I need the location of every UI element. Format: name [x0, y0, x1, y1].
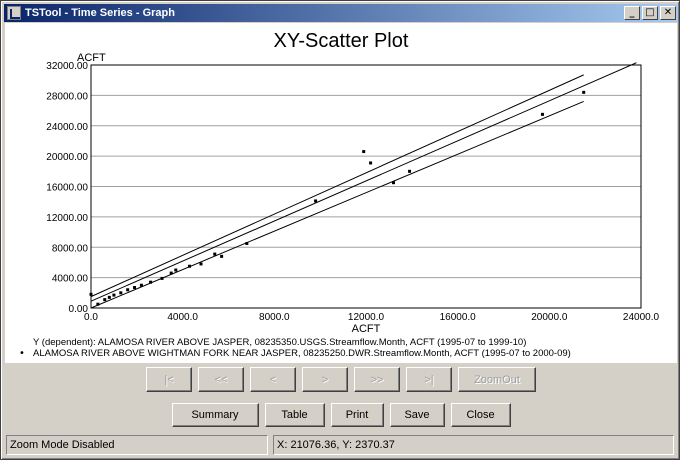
- print-button[interactable]: Print: [330, 403, 384, 427]
- close-button[interactable]: Close: [450, 403, 511, 427]
- status-coordinates: X: 21076.36, Y: 2370.37: [273, 435, 674, 455]
- x-tick-label: 16000.0: [440, 312, 477, 323]
- data-point: [112, 293, 116, 297]
- minimize-button[interactable]: _: [624, 6, 640, 20]
- data-point: [199, 262, 203, 266]
- status-mode: Zoom Mode Disabled: [6, 435, 268, 455]
- data-point: [245, 241, 249, 245]
- zoom-out-button[interactable]: ZoomOut: [458, 367, 536, 392]
- legend-marker: •: [19, 348, 25, 359]
- summary-button[interactable]: Summary: [171, 403, 259, 427]
- regression-lines: [90, 62, 637, 309]
- data-point: [89, 292, 93, 296]
- plot-area[interactable]: XY-Scatter Plot ACFT ACFT 0.00 4000.00 800…: [5, 23, 677, 363]
- data-point: [314, 199, 318, 203]
- regression-fit-line: [90, 62, 637, 302]
- back-button[interactable]: <: [250, 367, 296, 392]
- x-tick-label: 8000.0: [259, 312, 290, 323]
- y-tick-label: 4000.00: [52, 274, 89, 285]
- gridlines: [91, 94, 641, 279]
- y-tick-label: 32000.00: [46, 61, 88, 72]
- y-tick-label: 24000.00: [46, 122, 88, 133]
- forward-button[interactable]: >: [302, 367, 348, 392]
- data-point: [107, 295, 111, 299]
- y-axis-label: ACFT: [77, 52, 106, 64]
- data-point: [174, 268, 178, 272]
- data-points: [89, 90, 586, 306]
- y-tick-label: 0.00: [69, 304, 89, 315]
- legend-x-label: ALAMOSA RIVER ABOVE WIGHTMAN FORK NEAR J…: [33, 348, 571, 359]
- x-tick-label: 24000.0: [623, 312, 660, 323]
- first-button[interactable]: |<: [146, 367, 192, 392]
- data-point: [188, 264, 192, 268]
- maximize-button[interactable]: □: [642, 6, 658, 20]
- x-tick-label: 12000.0: [348, 312, 385, 323]
- data-point: [160, 276, 164, 280]
- page-back-button[interactable]: <<: [198, 367, 244, 392]
- data-point: [408, 169, 412, 173]
- data-point: [213, 252, 217, 256]
- data-point: [220, 254, 224, 258]
- data-point: [169, 271, 173, 275]
- x-tick-label: 0.0: [84, 312, 98, 323]
- navigation-buttons: |< << < > >> >| ZoomOut: [1, 367, 680, 392]
- y-tick-label: 28000.00: [46, 91, 88, 102]
- data-point: [103, 298, 107, 302]
- page-forward-button[interactable]: >>: [354, 367, 400, 392]
- plot-frame: [90, 64, 642, 309]
- data-point: [139, 283, 143, 287]
- data-point: [149, 280, 153, 284]
- save-button[interactable]: Save: [389, 403, 445, 427]
- data-point: [126, 288, 130, 292]
- data-point: [119, 291, 123, 295]
- data-point: [362, 150, 366, 154]
- x-tick-label: 4000.0: [167, 312, 198, 323]
- data-point: [392, 181, 395, 185]
- y-ticks: 0.00 4000.00 8000.00 12000.00 16000.00 20000.…: [46, 61, 88, 315]
- legend-y-label: Y (dependent): ALAMOSA RIVER ABOVE JASPE…: [33, 337, 526, 348]
- y-tick-label: 12000.00: [46, 213, 88, 224]
- y-tick-label: 8000.00: [52, 243, 89, 254]
- data-point: [582, 90, 586, 94]
- close-window-button[interactable]: ✕: [660, 6, 676, 20]
- app-icon: [7, 6, 21, 20]
- data-point: [540, 112, 544, 116]
- window-title: TSTool - Time Series - Graph: [25, 7, 175, 19]
- data-point: [96, 302, 100, 306]
- scatter-chart[interactable]: XY-Scatter Plot ACFT ACFT 0.00 4000.00 800…: [5, 23, 677, 363]
- x-tick-label: 20000.0: [531, 312, 568, 323]
- action-buttons: Summary Table Print Save Close: [1, 403, 680, 427]
- data-point: [369, 161, 373, 165]
- chart-title: XY-Scatter Plot: [274, 30, 409, 52]
- data-point: [133, 285, 137, 289]
- title-bar[interactable]: TSTool - Time Series - Graph _ □ ✕: [4, 4, 678, 22]
- y-tick-label: 20000.00: [46, 152, 88, 163]
- x-axis-label: ACFT: [352, 323, 381, 335]
- regression-lower-line: [90, 100, 584, 309]
- y-tick-label: 16000.00: [46, 183, 88, 194]
- table-button[interactable]: Table: [264, 403, 325, 427]
- x-ticks: 0.0 4000.0 8000.0 12000.0 16000.0 20000.0 2400…: [84, 312, 659, 323]
- regression-upper-line: [90, 74, 584, 298]
- last-button[interactable]: >|: [406, 367, 452, 392]
